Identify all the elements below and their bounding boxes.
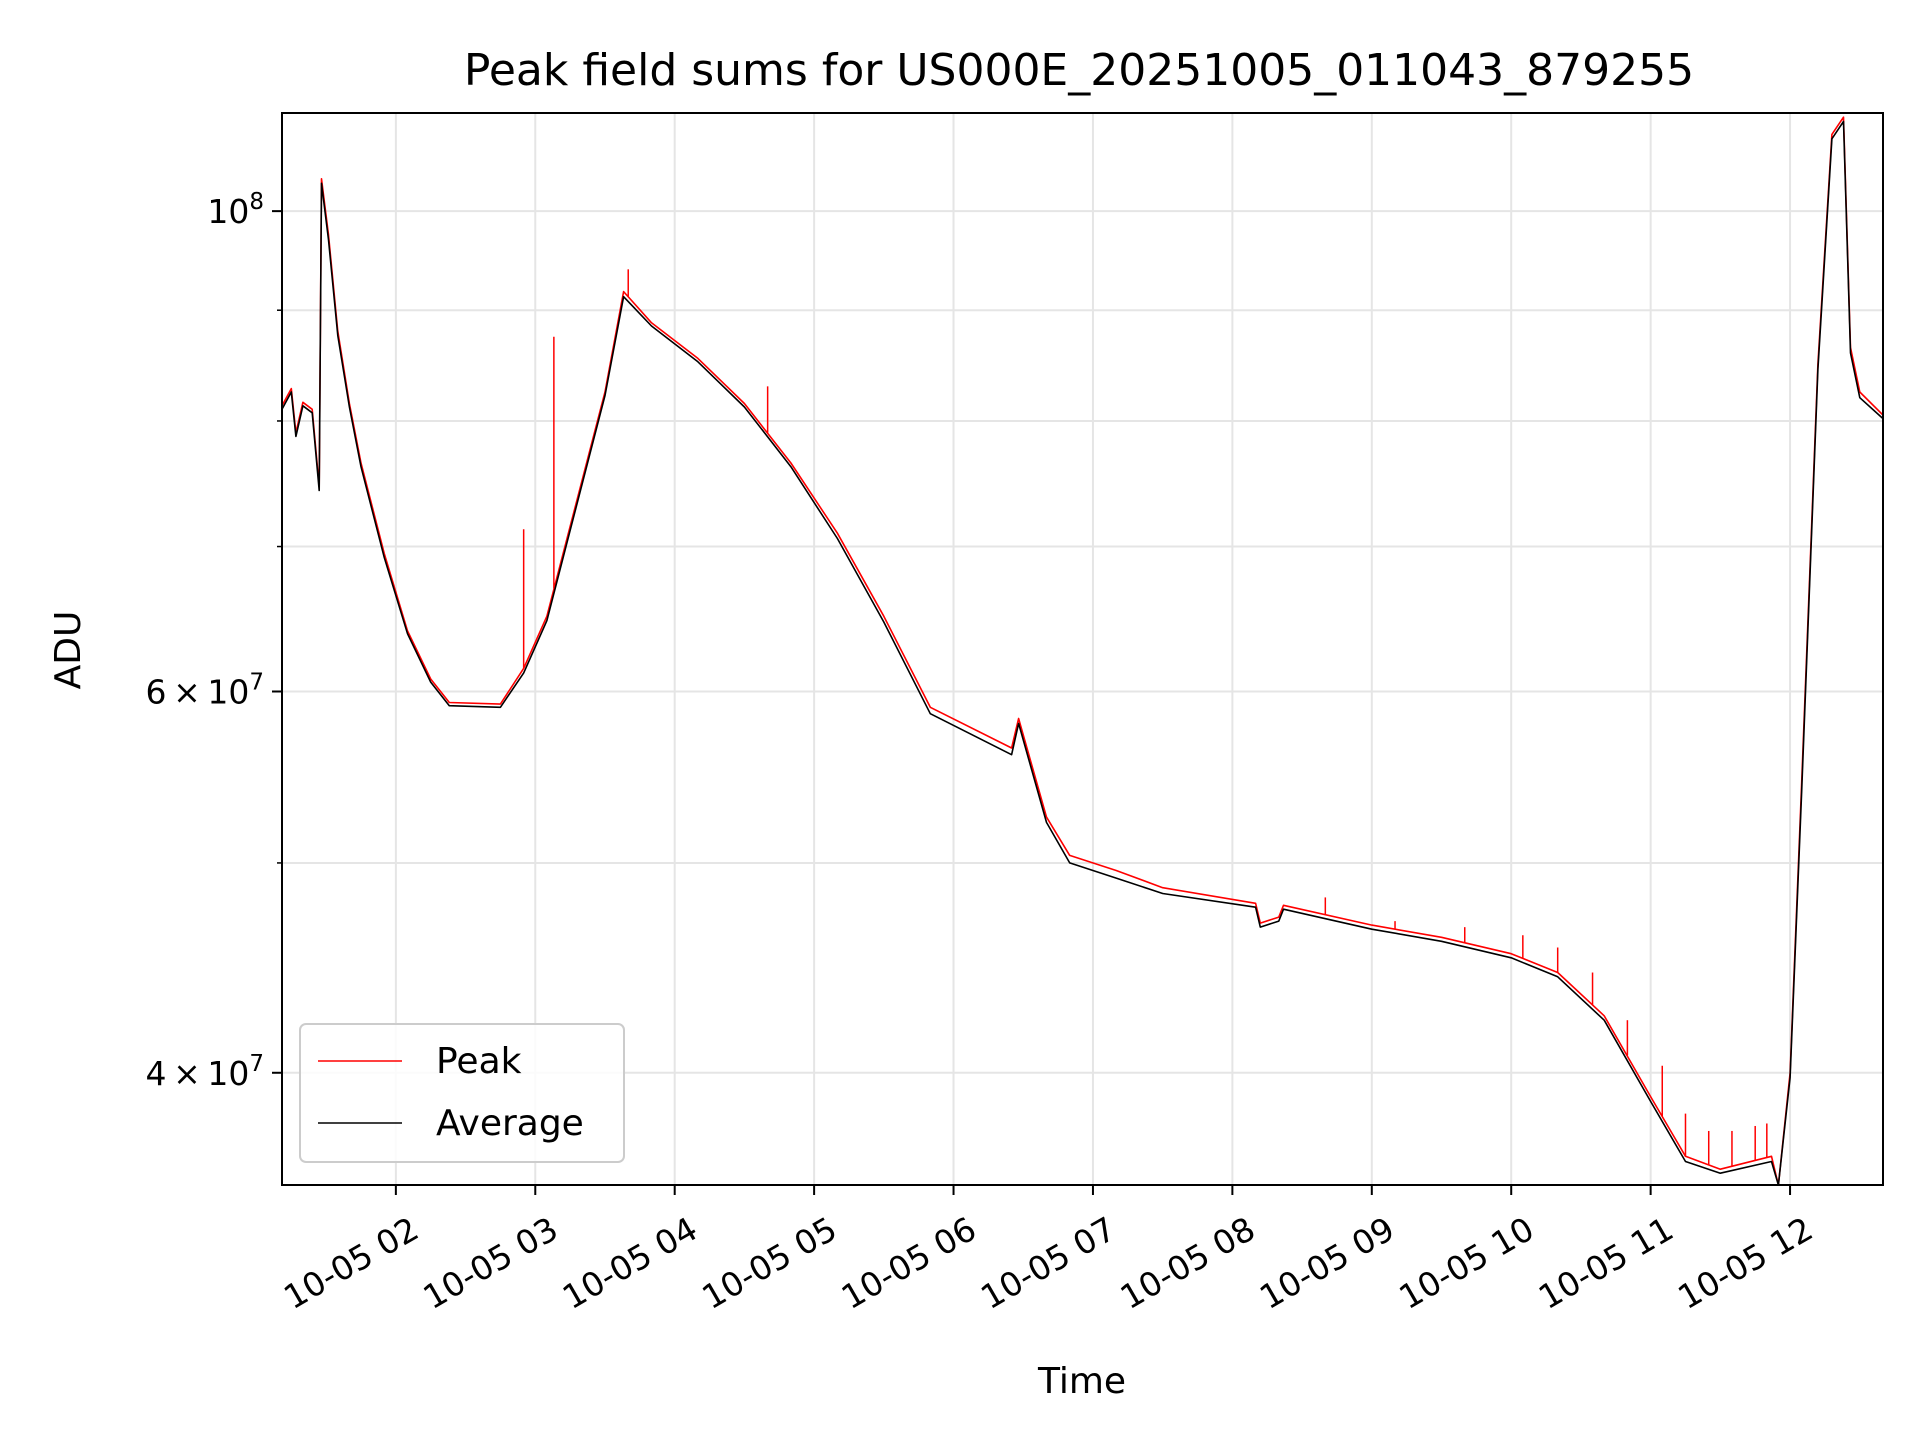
grid [282, 113, 1883, 1185]
y-tick-label: 108 [207, 189, 264, 231]
series-layer [281, 116, 1884, 1186]
x-tick-label: 10-05 03 [416, 1209, 564, 1317]
x-tick-label: 10-05 10 [1392, 1209, 1540, 1317]
chart-title: Peak field sums for US000E_20251005_0110… [464, 45, 1694, 96]
x-tick-label: 10-05 05 [695, 1209, 843, 1317]
y-axis: 108 6 × 107 4 × 107 [146, 189, 282, 1093]
x-tick-label: 10-05 11 [1532, 1209, 1680, 1317]
plot-frame [281, 112, 1884, 1186]
legend-box [299, 1023, 625, 1163]
series-line-average [281, 120, 1884, 1186]
legend-label-average: Average [436, 1103, 584, 1144]
x-tick-label: 10-05 08 [1114, 1209, 1262, 1317]
x-tick-label: 10-05 04 [556, 1209, 704, 1317]
x-tick-label: 10-05 02 [277, 1209, 425, 1317]
y-tick-label: 6 × 107 [146, 669, 264, 711]
x-tick-label: 10-05 09 [1253, 1209, 1401, 1317]
y-axis-label: ADU [48, 611, 89, 690]
x-axis-label: Time [1037, 1361, 1126, 1402]
x-tick-label: 10-05 12 [1671, 1209, 1819, 1317]
legend: Peak Average [299, 1023, 625, 1163]
x-tick-label: 10-05 06 [835, 1209, 983, 1317]
y-tick-label: 4 × 107 [146, 1051, 264, 1093]
x-tick-label: 10-05 07 [974, 1209, 1122, 1317]
legend-label-peak: Peak [436, 1041, 522, 1082]
